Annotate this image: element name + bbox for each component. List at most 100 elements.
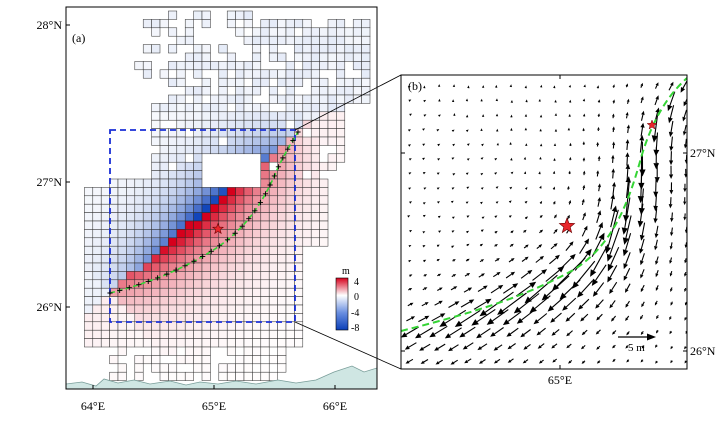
grid-cell	[219, 305, 227, 313]
grid-cell	[303, 95, 311, 103]
grid-cell	[244, 204, 252, 212]
grid-cell	[202, 229, 210, 237]
grid-cell	[227, 271, 235, 279]
grid-cell	[135, 238, 143, 246]
grid-cell	[261, 137, 269, 145]
grid-cell	[168, 145, 176, 153]
grid-cell	[286, 187, 294, 195]
grid-cell	[202, 103, 210, 111]
grid-cell	[84, 221, 92, 229]
grid-cell	[143, 179, 151, 187]
grid-cell	[286, 246, 294, 254]
grid-cell	[362, 87, 370, 95]
grid-cell	[353, 53, 361, 61]
grid-cell	[269, 70, 277, 78]
grid-cell	[194, 288, 202, 296]
grid-cell	[286, 28, 294, 36]
grid-cell	[194, 297, 202, 305]
grid-cell	[244, 246, 252, 254]
grid-cell	[210, 137, 218, 145]
grid-cell	[160, 70, 168, 78]
grid-cell	[269, 213, 277, 221]
grid-cell	[152, 103, 160, 111]
grid-cell	[210, 112, 218, 120]
grid-cell	[278, 305, 286, 313]
grid-cell	[194, 364, 202, 372]
grid-cell	[236, 28, 244, 36]
grid-cell	[177, 255, 185, 263]
grid-cell	[194, 162, 202, 170]
grid-cell	[261, 120, 269, 128]
grid-cell	[160, 297, 168, 305]
grid-cell	[93, 330, 101, 338]
grid-cell	[194, 137, 202, 145]
colorbar-tick-4: 4	[354, 277, 359, 288]
grid-cell	[278, 330, 286, 338]
grid-cell	[168, 322, 176, 330]
grid-cell	[261, 221, 269, 229]
grid-cell	[278, 70, 286, 78]
grid-cell	[110, 355, 118, 363]
grid-cell	[261, 246, 269, 254]
grid-cell	[143, 246, 151, 254]
grid-cell	[244, 145, 252, 153]
grid-cell	[261, 255, 269, 263]
grid-cell	[135, 187, 143, 195]
grid-cell	[118, 305, 126, 313]
grid-cell	[286, 70, 294, 78]
grid-cell	[278, 238, 286, 246]
grid-cell	[152, 45, 160, 53]
grid-cell	[118, 313, 126, 321]
grid-cell	[311, 238, 319, 246]
grid-cell	[227, 364, 235, 372]
grid-cell	[261, 364, 269, 372]
grid-cell	[143, 330, 151, 338]
grid-cell	[227, 19, 235, 27]
grid-cell	[278, 263, 286, 271]
grid-cell	[152, 196, 160, 204]
grid-cell	[311, 129, 319, 137]
grid-cell	[244, 112, 252, 120]
grid-cell	[227, 187, 235, 195]
grid-cell	[135, 288, 143, 296]
grid-cell	[294, 53, 302, 61]
grid-cell	[185, 229, 193, 237]
grid-cell	[93, 305, 101, 313]
grid-cell	[185, 305, 193, 313]
grid-cell	[194, 145, 202, 153]
grid-cell	[202, 288, 210, 296]
grid-cell	[336, 28, 344, 36]
grid-cell	[143, 313, 151, 321]
grid-cell	[143, 263, 151, 271]
grid-cell	[194, 347, 202, 355]
grid-cell	[168, 313, 176, 321]
grid-cell	[177, 162, 185, 170]
grid-cell	[219, 196, 227, 204]
grid-cell	[177, 36, 185, 44]
grid-cell	[194, 11, 202, 19]
grid-cell	[185, 313, 193, 321]
grid-cell	[194, 263, 202, 271]
grid-cell	[185, 112, 193, 120]
grid-cell	[244, 347, 252, 355]
grid-cell	[362, 28, 370, 36]
grid-cell	[143, 70, 151, 78]
grid-cell	[84, 229, 92, 237]
grid-cell	[219, 313, 227, 321]
grid-cell	[185, 162, 193, 170]
grid-cell	[244, 103, 252, 111]
grid-cell	[210, 95, 218, 103]
grid-cell	[202, 11, 210, 19]
grid-cell	[244, 61, 252, 69]
grid-cell	[286, 288, 294, 296]
grid-cell	[303, 61, 311, 69]
grid-cell	[261, 339, 269, 347]
grid-cell	[311, 36, 319, 44]
grid-cell	[210, 322, 218, 330]
grid-cell	[320, 129, 328, 137]
grid-cell	[328, 95, 336, 103]
grid-cell	[135, 196, 143, 204]
grid-cell	[143, 221, 151, 229]
grid-cell	[177, 271, 185, 279]
